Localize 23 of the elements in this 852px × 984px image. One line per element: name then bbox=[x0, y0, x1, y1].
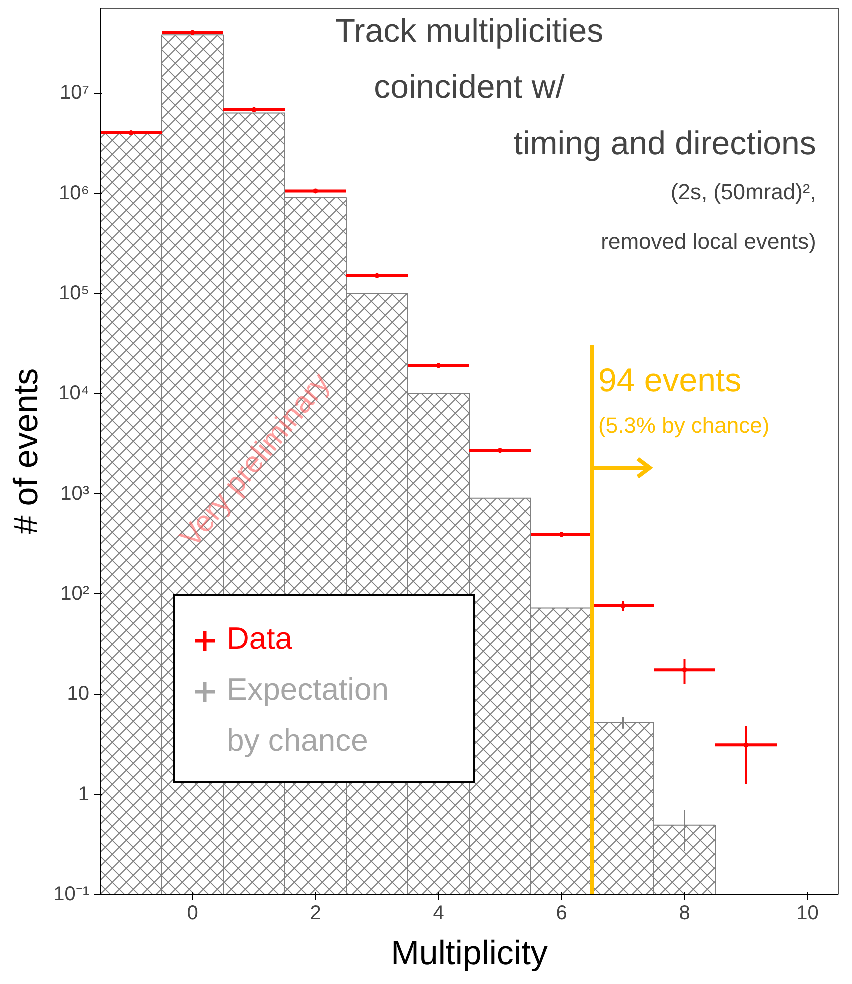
x-tick-label: 6 bbox=[556, 902, 568, 924]
ref-line-label: 94 events bbox=[598, 361, 742, 398]
x-tick-label: 2 bbox=[310, 902, 322, 924]
y-tick-label: 1 bbox=[78, 783, 90, 806]
series-label: Expectation by chance bbox=[226, 671, 390, 760]
x-axis-title: Multiplicity bbox=[391, 934, 548, 972]
y-tick-label: 10³ bbox=[60, 482, 90, 505]
y-axis-title: # of events bbox=[8, 368, 46, 535]
y-tick-label: 10⁻¹ bbox=[54, 884, 90, 906]
y-tick-label: 10 bbox=[67, 683, 90, 706]
text: Track multiplicities coincident w/ timing and directions bbox=[335, 12, 816, 162]
y-tick-label: 10² bbox=[60, 582, 90, 605]
y-tick-label: 10⁶ bbox=[59, 182, 90, 204]
legend-label: Data bbox=[226, 620, 294, 658]
text: (2s, (50mrad)², removed local events) bbox=[601, 179, 816, 254]
x-tick-label: 10 bbox=[796, 902, 819, 924]
y-tick-label: 10⁷ bbox=[60, 82, 90, 104]
annotation: (5.3% by chance) bbox=[598, 413, 770, 438]
x-tick-label: 0 bbox=[187, 902, 198, 924]
y-tick-label: 10⁴ bbox=[58, 382, 90, 405]
y-tick-label: 10⁵ bbox=[58, 282, 90, 304]
x-tick-label: 4 bbox=[433, 902, 444, 924]
x-tick-label: 8 bbox=[679, 902, 690, 924]
